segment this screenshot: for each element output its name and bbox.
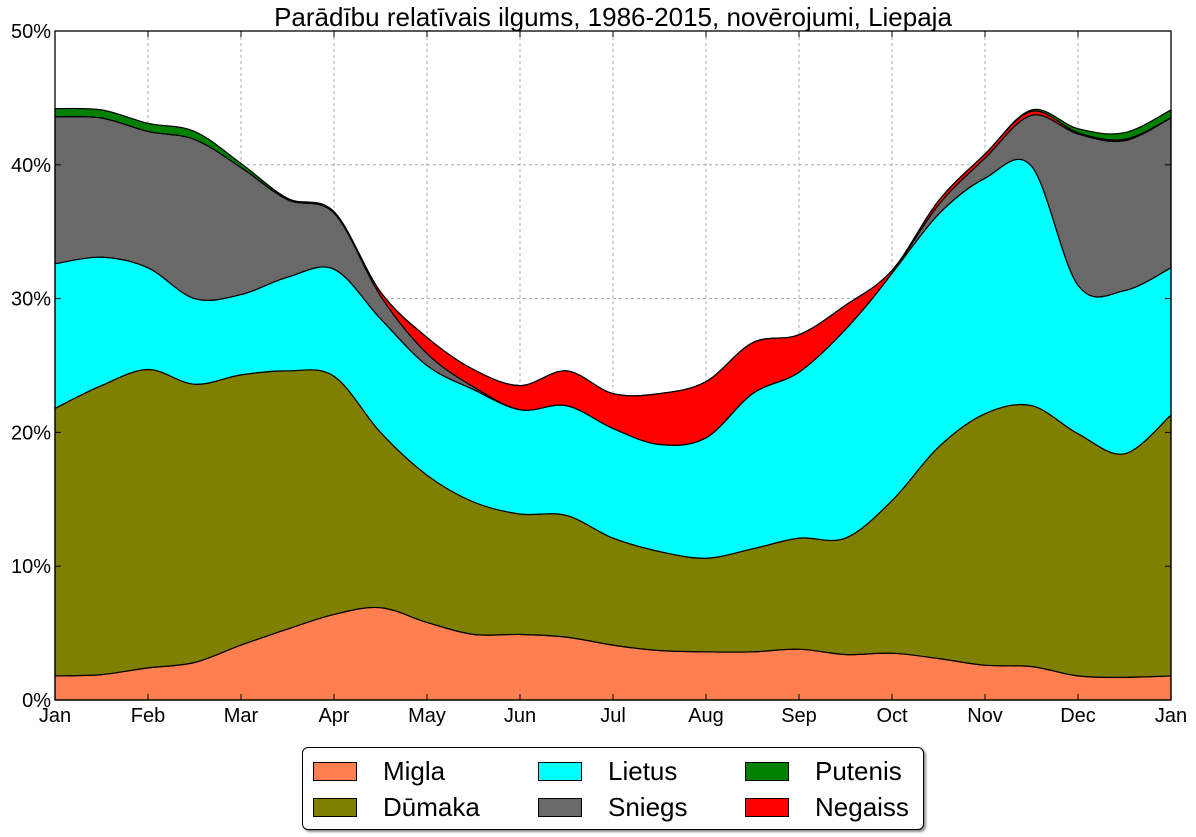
stacked-area-chart: Jan Feb Mar Apr May Jun Jul Aug Sep Oct Nov Dec Jan0… [11,2,1187,727]
axis-ticks: Jan Feb Mar Apr May Jun Jul Aug Sep Oct Nov Dec Jan0… [11,21,1187,727]
legend-label-negaiss: Negaiss [815,792,909,822]
x-tick-label: Feb [131,705,165,727]
legend-swatch-dumaka [313,798,357,817]
x-tick-label: Jun [504,705,536,727]
y-tick-label: 10% [11,556,51,578]
y-tick-label: 30% [11,289,51,311]
legend-swatch-lietus [538,762,582,781]
x-tick-label: Sep [781,705,817,727]
x-tick-label: Dec [1060,705,1096,727]
legend-swatch-migla [313,762,357,781]
legend-swatch-negaiss [745,798,789,817]
legend-item-lietus: Lietus [538,756,677,787]
legend: Migla Dūmaka Lietus Sniegs Putenis Negai… [302,747,924,830]
y-tick-label: 0% [22,690,51,712]
legend-label-migla: Migla [383,756,446,786]
legend-swatch-putenis [745,762,789,781]
x-tick-label: Apr [318,705,349,727]
legend-label-dumaka: Dūmaka [383,792,480,822]
legend-label-lietus: Lietus [608,756,678,786]
y-tick-label: 50% [11,21,51,43]
chart-title: Parādību relatīvais ilgums, 1986-2015, n… [274,2,952,32]
legend-item-sniegs: Sniegs [538,792,688,823]
legend-item-negaiss: Negaiss [745,792,909,823]
x-tick-label: May [408,705,446,727]
legend-swatch-sniegs [538,798,582,817]
legend-item-dumaka: Dūmaka [313,792,480,823]
x-tick-label: Jan [1155,705,1187,727]
legend-item-migla: Migla [313,756,445,787]
x-tick-label: Mar [224,705,259,727]
legend-item-putenis: Putenis [745,756,902,787]
y-tick-label: 40% [11,155,51,177]
x-tick-label: Jan [39,705,71,727]
legend-label-putenis: Putenis [815,756,902,786]
x-tick-label: Nov [967,705,1003,727]
x-tick-label: Aug [688,705,724,727]
x-tick-label: Oct [876,705,908,727]
y-tick-label: 20% [11,422,51,444]
x-tick-label: Jul [600,705,626,727]
area-layers [54,107,1172,701]
legend-label-sniegs: Sniegs [608,792,688,822]
